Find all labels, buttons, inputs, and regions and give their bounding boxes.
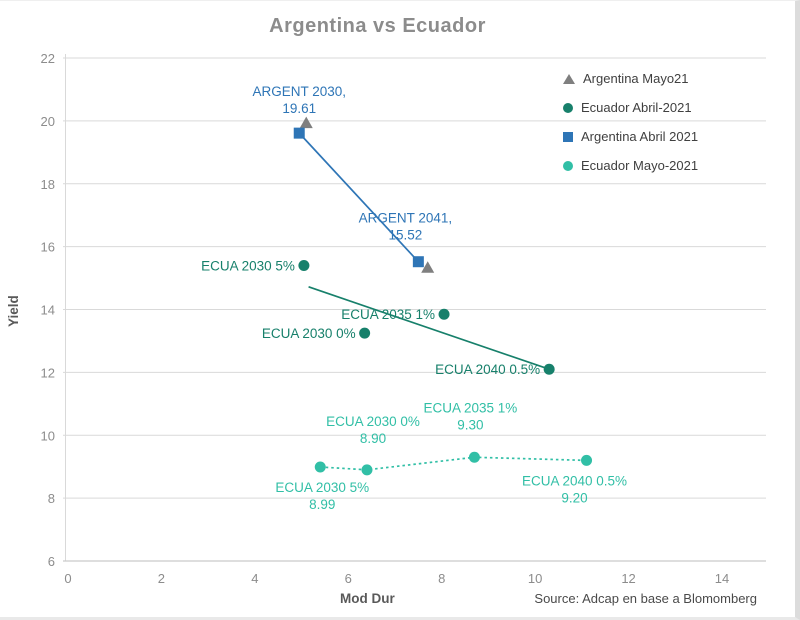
data-point <box>412 256 424 268</box>
data-point <box>543 363 555 375</box>
data-label: ECUA 2030 0% 8.90 <box>326 414 420 446</box>
legend-label: Ecuador Mayo-2021 <box>581 158 699 173</box>
data-point <box>314 461 326 473</box>
legend-label: Argentina Mayo21 <box>583 71 689 86</box>
y-tick-label: 14 <box>41 303 55 318</box>
x-tick-label: 6 <box>345 571 352 586</box>
x-tick-label: 8 <box>438 571 445 586</box>
circle-marker-icon <box>563 102 573 113</box>
x-axis-title: Mod Dur <box>340 591 395 606</box>
series-line <box>298 132 419 263</box>
data-label: ECUA 2030 0% <box>262 326 356 341</box>
data-label: ARGENT 2030, 19.61 <box>252 84 346 116</box>
data-label: ECUA 2035 1% 9.30 <box>424 400 518 432</box>
y-tick-label: 10 <box>41 428 55 443</box>
x-tick-label: 4 <box>251 571 258 586</box>
data-point <box>298 259 310 271</box>
y-tick-label: 8 <box>48 491 55 506</box>
data-label: ECUA 2030 5% <box>201 258 295 273</box>
legend-item: Argentina Abril 2021 <box>563 129 698 144</box>
data-point <box>468 451 480 463</box>
data-label: ECUA 2040 0.5% 9.20 <box>522 473 627 505</box>
triangle-marker-icon <box>563 73 575 84</box>
square-marker-icon <box>563 131 573 142</box>
data-point <box>299 116 313 129</box>
data-point <box>581 454 593 466</box>
data-label: ARGENT 2041, 15.52 <box>359 211 453 243</box>
legend-label: Argentina Abril 2021 <box>581 129 699 144</box>
data-label: ECUA 2040 0.5% <box>435 362 540 377</box>
x-tick-label: 10 <box>528 571 542 586</box>
x-tick-label: 2 <box>158 571 165 586</box>
y-tick-label: 6 <box>48 554 55 569</box>
data-point <box>359 327 371 339</box>
data-label: ECUA 2030 5% 8.99 <box>275 480 369 512</box>
y-tick-label: 16 <box>41 240 55 255</box>
x-tick-label: 12 <box>621 571 635 586</box>
y-tick-label: 18 <box>41 177 55 192</box>
data-point <box>438 308 450 320</box>
legend: Argentina Mayo21 Ecuador Abril-2021 Argent… <box>563 71 698 173</box>
legend-item: Ecuador Abril-2021 <box>563 100 698 115</box>
data-point <box>293 127 305 139</box>
circle-marker-icon <box>563 160 573 171</box>
x-tick-label: 14 <box>715 571 729 586</box>
x-tick-label: 0 <box>64 571 71 586</box>
data-point <box>361 464 373 476</box>
y-tick-label: 22 <box>41 51 55 66</box>
y-tick-label: 20 <box>41 114 55 129</box>
legend-item: Ecuador Mayo-2021 <box>563 158 698 173</box>
legend-item: Argentina Mayo21 <box>563 71 698 86</box>
series-line <box>320 456 587 471</box>
series-line <box>308 286 550 371</box>
legend-label: Ecuador Abril-2021 <box>581 100 692 115</box>
data-point <box>421 261 435 273</box>
data-label: ECUA 2035 1% <box>341 307 435 322</box>
y-tick-label: 12 <box>41 365 55 380</box>
source-attribution: Source: Adcap en base a Blomomberg <box>534 591 757 606</box>
chart-title: Argentina vs Ecuador <box>269 15 486 37</box>
y-axis-title: Yield <box>6 295 21 327</box>
